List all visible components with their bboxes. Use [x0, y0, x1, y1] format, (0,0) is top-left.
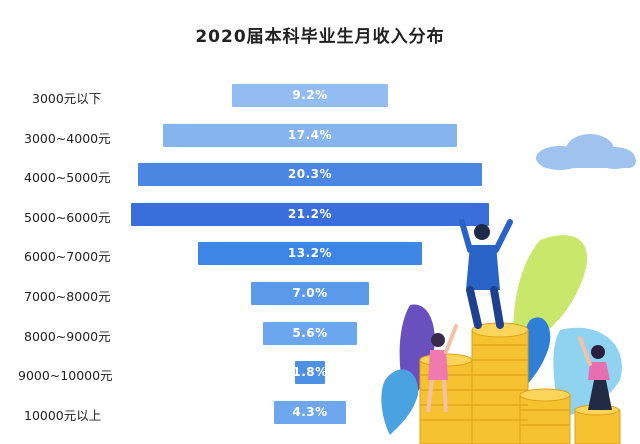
bar-value-label: 20.3% [287, 167, 333, 182]
category-label: 3000元以下 [32, 91, 102, 106]
category-label: 5000~6000元 [24, 209, 111, 225]
bar [250, 282, 370, 305]
cloud-icon [536, 134, 636, 170]
category-label: 4000~5000元 [24, 170, 111, 186]
bar [162, 123, 458, 147]
chart-title: 2020届本科毕业生月收入分布 [195, 27, 445, 47]
plant-icon [381, 235, 622, 435]
category-label: 10000元以上 [24, 407, 102, 423]
bar-value-label: 1.8% [292, 365, 328, 380]
category-label: 9000~10000元 [18, 368, 113, 384]
person-icon [578, 336, 612, 410]
bar [138, 163, 482, 187]
category-label: 3000~4000元 [24, 130, 111, 146]
person-icon [426, 324, 458, 413]
bar-value-label: 4.3% [292, 404, 328, 419]
bar [273, 400, 347, 424]
bar [232, 84, 388, 107]
bar [130, 202, 490, 226]
bar-value-label: 5.6% [292, 325, 328, 340]
category-label: 8000~9000元 [24, 328, 111, 344]
bar-value-label: 7.0% [292, 286, 328, 300]
bar [262, 321, 358, 345]
bar-value-label: 17.4% [287, 127, 333, 142]
bar [198, 242, 422, 266]
bar-value-label: 13.2% [287, 246, 333, 261]
category-label: 7000~8000元 [24, 289, 111, 304]
bar [294, 361, 326, 385]
bar-value-label: 9.2% [292, 88, 328, 102]
person-icon [459, 219, 513, 329]
category-label: 6000~7000元 [24, 249, 111, 265]
bar-value-label: 21.2% [287, 206, 333, 221]
